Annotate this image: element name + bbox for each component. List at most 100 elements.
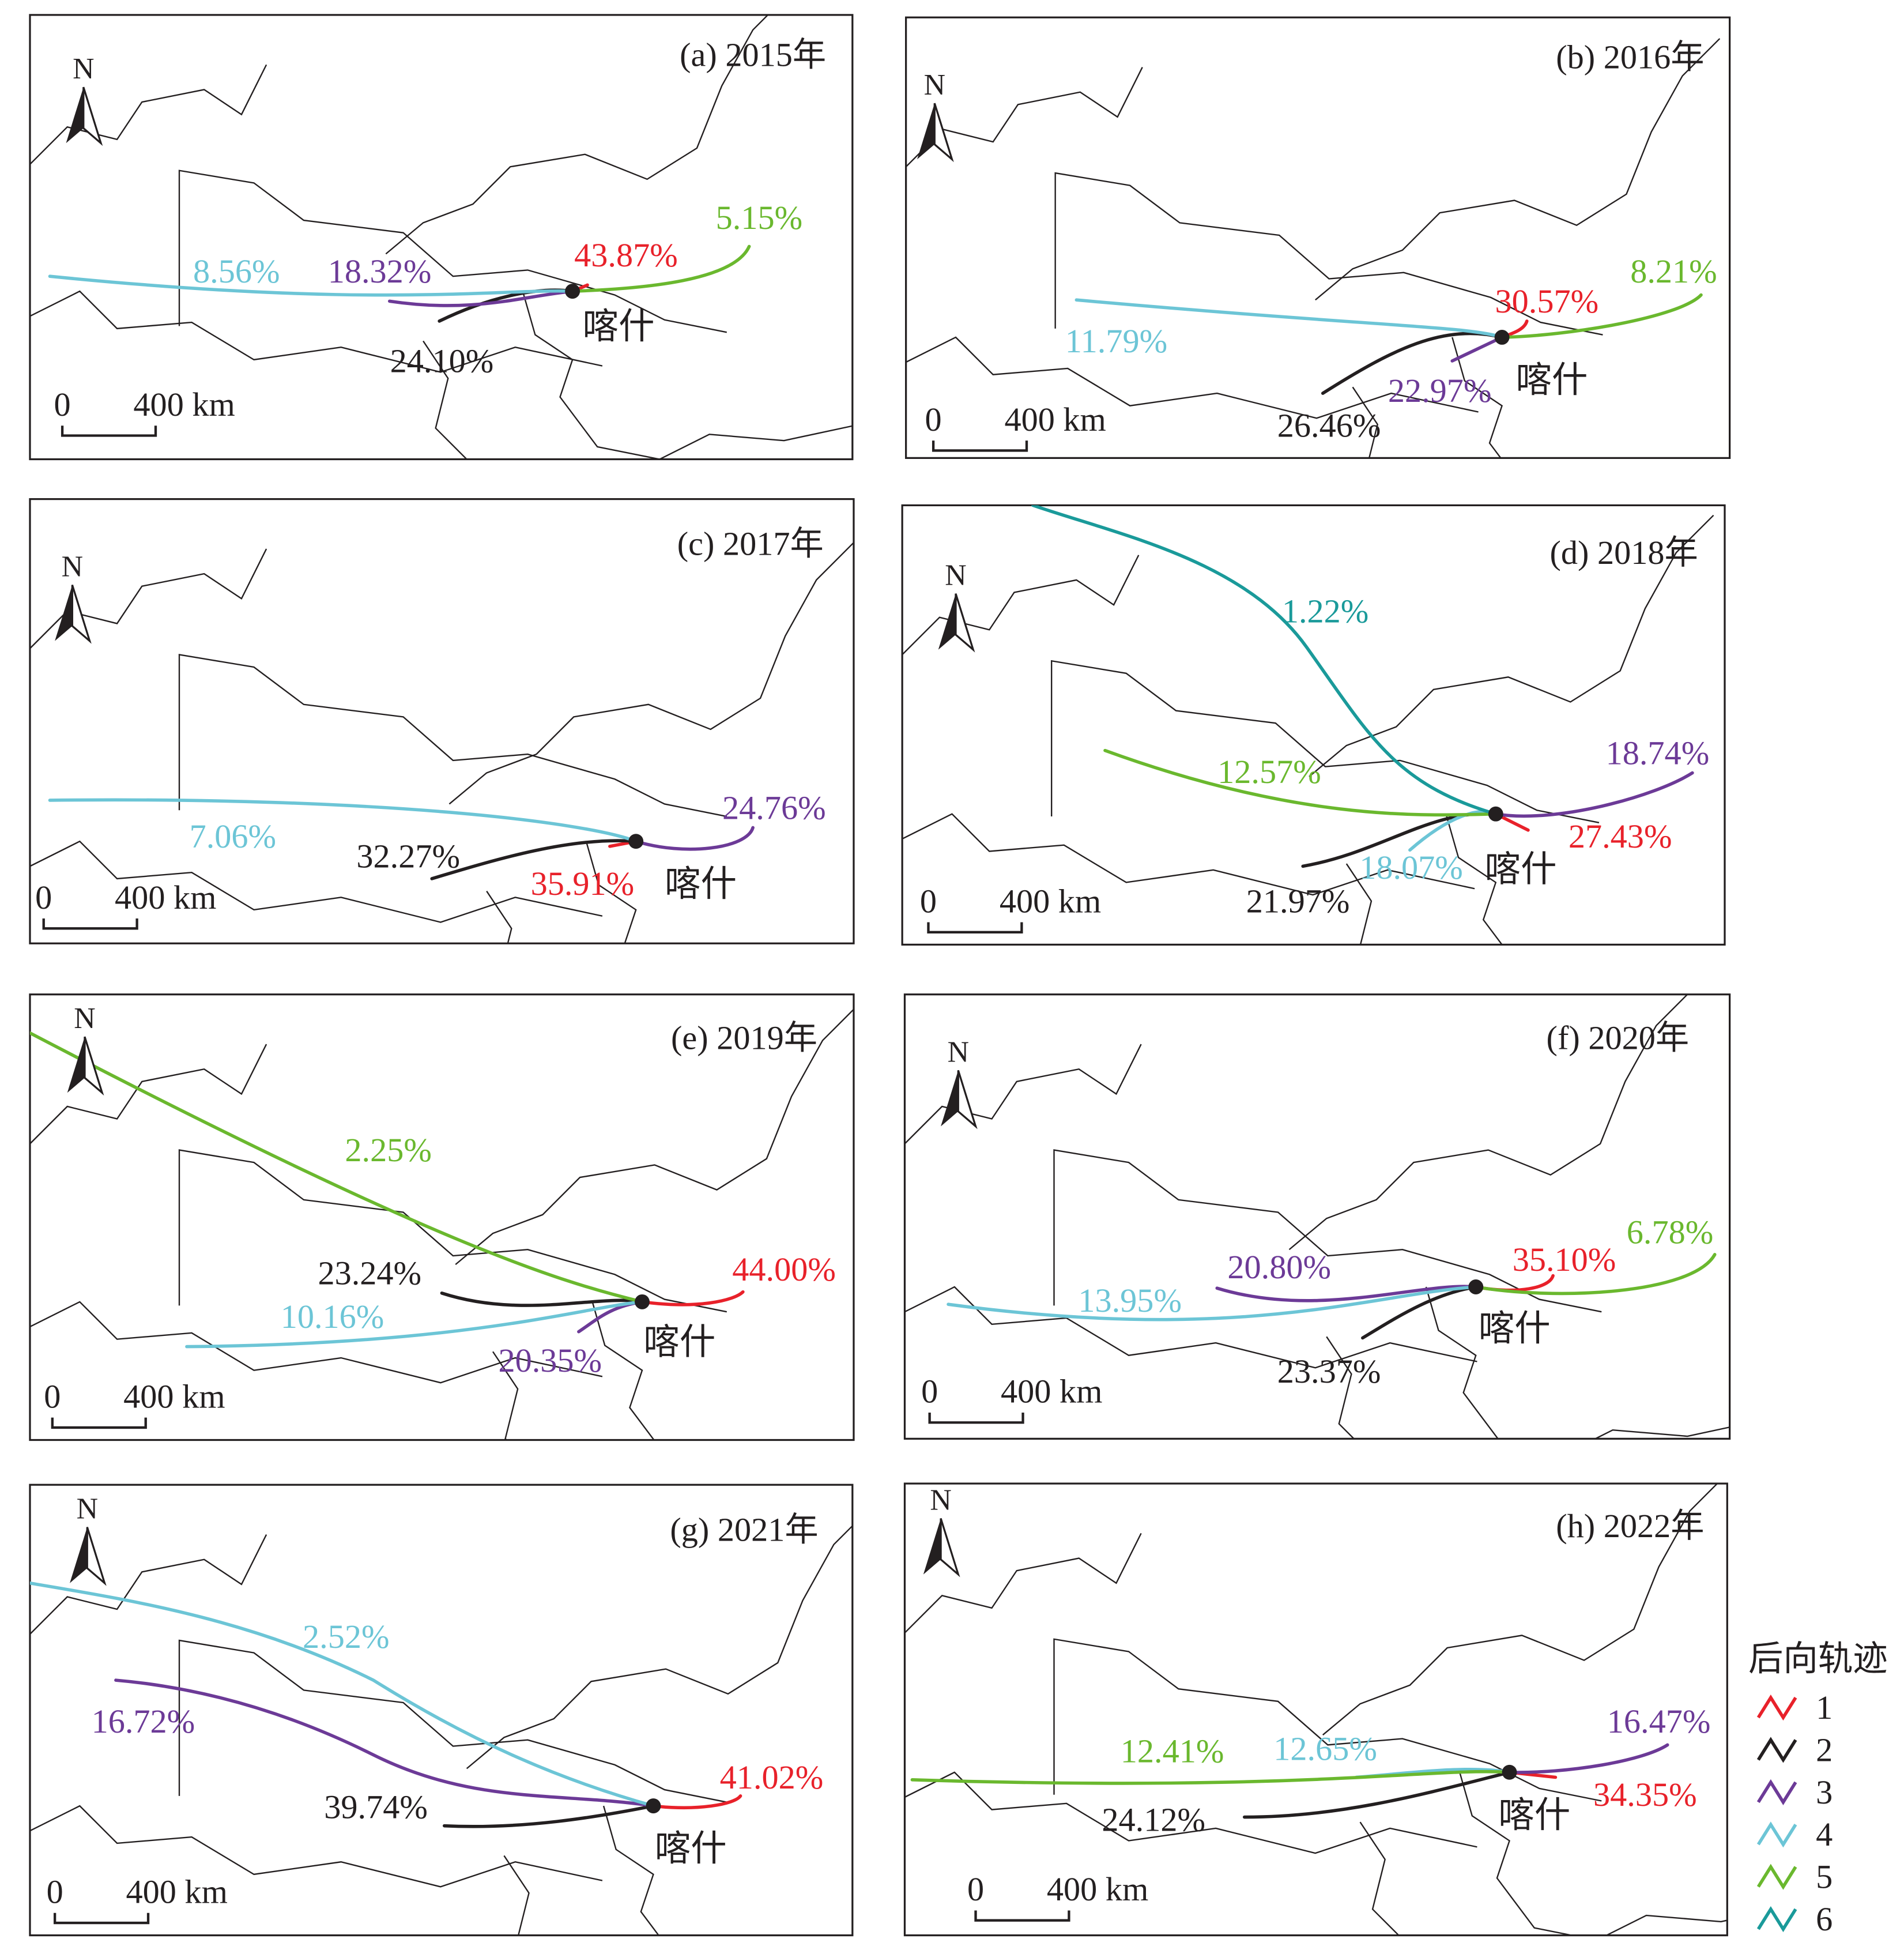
scale-label: 400 km	[133, 386, 235, 423]
legend-item: 6	[1756, 1900, 1833, 1938]
city-label: 喀什	[1479, 1308, 1551, 1349]
map-panel: 35.10% 23.37% 20.80% 13.95% 6.78% 喀什 (f) 2020年…	[903, 993, 1731, 1440]
city-label: 喀什	[665, 864, 737, 904]
trajectory-percent-label: 24.10%	[390, 342, 494, 379]
trajectory-3	[1450, 336, 1504, 363]
north-label: N	[924, 69, 945, 101]
country-boundary	[1054, 172, 1603, 336]
trajectory-3	[634, 826, 755, 851]
country-boundary	[29, 1534, 267, 1635]
kashgar-marker	[628, 834, 644, 849]
panel-frame	[903, 1482, 1728, 1937]
trajectory-2	[1361, 1285, 1478, 1340]
trajectory-4	[947, 1285, 1478, 1322]
country-boundary	[486, 890, 512, 944]
trajectory-1	[640, 1290, 745, 1307]
scale-bar	[53, 1912, 150, 1925]
panel-title: (b) 2016年	[1556, 39, 1704, 76]
country-boundary	[1322, 1484, 1718, 1735]
kashgar-marker	[1468, 1279, 1484, 1294]
trajectory-percent-label: 16.72%	[92, 1703, 195, 1740]
country-boundary	[29, 290, 603, 373]
city-label: 喀什	[582, 306, 654, 347]
country-boundary	[1288, 994, 1688, 1251]
country-boundary	[1315, 38, 1721, 301]
panel-frame	[29, 14, 854, 461]
trajectory-1	[651, 1794, 742, 1809]
north-arrow-icon	[941, 1070, 978, 1130]
trajectory-percent-label: 10.16%	[281, 1298, 384, 1335]
north-label: N	[948, 1036, 969, 1068]
trajectory-percent-label: 8.56%	[193, 253, 280, 290]
scale-bar	[51, 1417, 147, 1429]
city-label: 喀什	[1515, 360, 1588, 400]
panel-frame	[29, 498, 855, 944]
country-boundary	[178, 1639, 727, 1803]
north-arrow-icon	[66, 86, 103, 146]
trajectory-5	[29, 1031, 644, 1304]
trajectory-percent-label: 30.57%	[1495, 283, 1598, 320]
legend-label: 2	[1816, 1731, 1833, 1768]
north-label: N	[62, 550, 83, 583]
country-boundary	[503, 1855, 530, 1936]
country-boundary	[1451, 337, 1503, 458]
panel-title: (d) 2018年	[1549, 534, 1698, 571]
country-boundary	[29, 64, 267, 165]
north-label: N	[945, 559, 966, 592]
legend: 后向轨迹 1 2 3 4 5 6	[1748, 1640, 1888, 1938]
legend-label: 5	[1816, 1858, 1833, 1896]
trajectory-percent-label: 32.27%	[356, 838, 460, 875]
country-boundary	[448, 542, 854, 805]
city-label: 喀什	[643, 1322, 715, 1362]
scale-label: 400 km	[115, 879, 216, 916]
north-label: N	[930, 1484, 951, 1516]
map-panel: 34.35% 24.12% 16.47% 12.65% 12.41% 喀什 (h) 2022…	[903, 1482, 1728, 1937]
country-boundary	[902, 813, 1475, 896]
country-boundary	[1352, 386, 1379, 458]
trajectory-percent-label: 23.24%	[318, 1255, 421, 1292]
panel-title: (g) 2021年	[670, 1511, 818, 1548]
trajectory-percent-label: 5.15%	[716, 199, 803, 236]
trajectory-6	[1031, 505, 1498, 816]
scale-zero: 0	[925, 401, 942, 438]
trajectory-percent-label: 7.06%	[190, 818, 277, 855]
scale-bar	[932, 441, 1028, 452]
trajectory-percent-label: 24.76%	[722, 789, 826, 826]
country-boundary	[29, 1805, 603, 1888]
trajectory-3	[1507, 1743, 1669, 1774]
map-panel: 30.57% 26.46%22.97% 11.79% 8.21% 喀什 (b) 2016年…	[905, 16, 1731, 459]
map-panel: 35.91% 32.27% 24.76% 7.06% 喀什 (c) 2017年 N 0 400 …	[29, 498, 855, 944]
city-label: 喀什	[1498, 1795, 1570, 1835]
trajectory-4	[1074, 298, 1504, 339]
trajectory-2	[1242, 1771, 1511, 1819]
trajectory-3	[1494, 771, 1694, 818]
country-boundary	[1459, 1772, 1728, 1936]
scale-zero: 0	[921, 1373, 938, 1410]
scale-zero: 0	[967, 1870, 984, 1908]
trajectory-percent-label: 2.52%	[303, 1618, 390, 1655]
city-label: 喀什	[655, 1828, 727, 1869]
trajectory-5	[1474, 1253, 1717, 1296]
panel-frame	[29, 993, 855, 1441]
trajectory-percent-label: 11.79%	[1065, 322, 1167, 360]
trajectory-2	[440, 1291, 644, 1307]
trajectory-5	[1500, 293, 1703, 339]
scale-label: 400 km	[1004, 401, 1106, 438]
country-boundary	[178, 654, 727, 818]
trajectory-5	[571, 244, 751, 293]
country-boundary	[492, 1351, 519, 1440]
country-boundary	[385, 14, 769, 255]
scale-zero: 0	[35, 879, 52, 916]
country-boundary	[585, 841, 637, 944]
trajectory-percent-label: 43.87%	[574, 236, 678, 274]
legend-zigzag-icon	[1756, 1821, 1797, 1848]
trajectory-3	[1215, 1285, 1478, 1302]
legend-zigzag-icon	[1756, 1779, 1797, 1805]
trajectory-percent-label: 12.65%	[1273, 1730, 1377, 1767]
trajectory-4	[48, 798, 638, 844]
country-boundary	[178, 1149, 727, 1313]
legend-item: 3	[1756, 1774, 1833, 1811]
trajectory-percent-label: 6.78%	[1627, 1213, 1714, 1251]
trajectory-percent-label: 18.07%	[1359, 849, 1463, 886]
